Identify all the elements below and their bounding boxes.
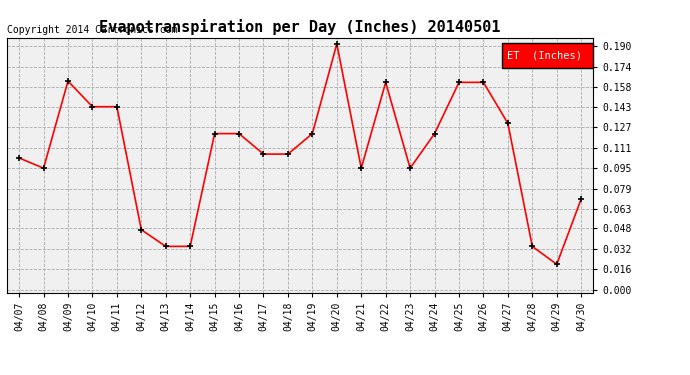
Text: Copyright 2014 Cartronics.com: Copyright 2014 Cartronics.com — [7, 25, 177, 35]
FancyBboxPatch shape — [502, 43, 593, 68]
Title: Evapotranspiration per Day (Inches) 20140501: Evapotranspiration per Day (Inches) 2014… — [99, 19, 501, 35]
Text: ET  (Inches): ET (Inches) — [507, 50, 582, 60]
